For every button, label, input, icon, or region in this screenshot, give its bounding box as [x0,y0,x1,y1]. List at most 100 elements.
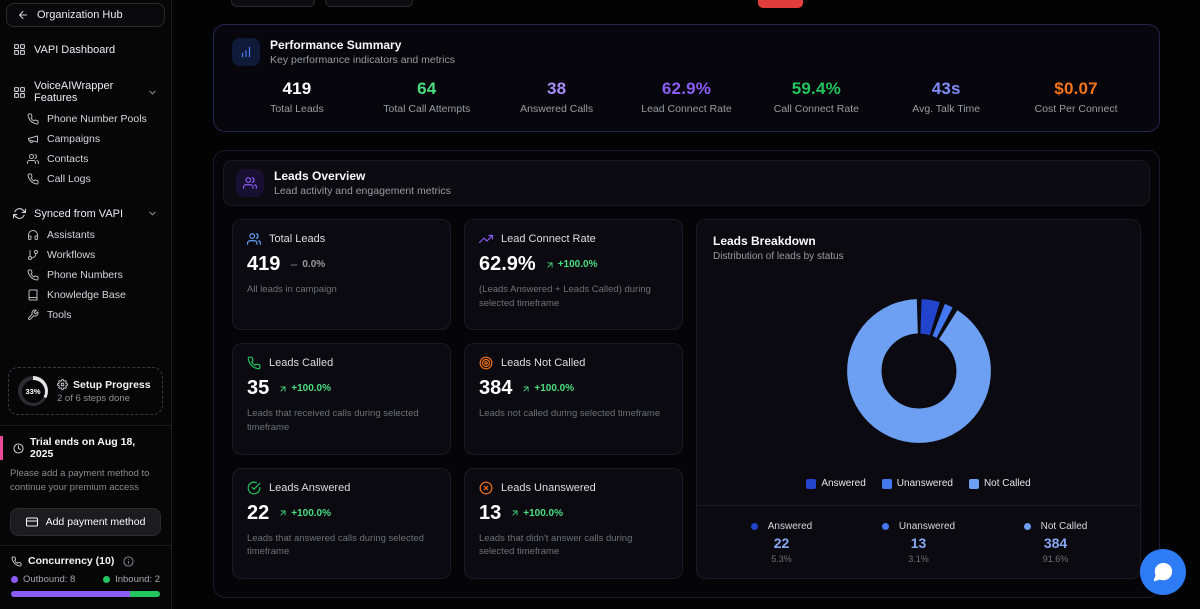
sidebar: Organization Hub VAPI Dashboard VoiceAIW… [0,0,172,609]
stat-card-leads-unanswered: Leads Unanswered 13 +100.0% Leads that d… [464,467,683,579]
concurrency-bar [11,591,160,597]
sidebar-item-assistants[interactable]: Assistants [0,225,171,245]
section-label: Synced from VAPI [34,207,124,220]
credit-card-icon [25,516,38,528]
inbound-bar [130,591,160,597]
stat-card-lead-connect-rate: Lead Connect Rate 62.9% +100.0% (Leads A… [464,219,683,331]
chat-bubble-icon [1152,561,1174,583]
sidebar-item-call-logs[interactable]: Call Logs [0,169,171,189]
stat-title: Lead Connect Rate [501,233,596,245]
refresh-icon [13,207,26,220]
performance-summary-subtitle: Key performance indicators and metrics [270,54,455,66]
metric-call-connect-rate: 59.4% Call Connect Rate [773,79,859,115]
section-header-features[interactable]: VoiceAIWrapper Features [0,75,171,109]
section-header-synced[interactable]: Synced from VAPI [0,202,171,225]
section-label: VoiceAIWrapper Features [34,80,114,104]
setup-progress-percent: 33% [21,379,45,403]
change-badge: +100.0% [278,383,331,394]
nav-label: VAPI Dashboard [34,43,116,56]
trend-icon [545,260,555,270]
info-icon[interactable] [123,555,134,567]
chat-widget-button[interactable] [1140,549,1186,595]
stat-dot [1023,523,1031,530]
stat-title: Leads Called [269,357,334,370]
header-stop-button-fragment[interactable] [758,0,803,8]
sidebar-bottom: 33% Setup Progress 2 of 6 steps done Tri… [0,367,171,609]
outbound-dot [11,576,18,583]
change-badge: 0.0% [289,259,325,270]
branch-icon [27,249,39,261]
legend-not-called: Not Called [968,478,1031,489]
leads-overview-subtitle: Lead activity and engagement metrics [274,185,451,197]
nav-label: Tools [47,309,72,321]
concurrency-title: Concurrency (10) [28,555,115,567]
trend-icon [278,508,288,518]
setup-progress-widget[interactable]: 33% Setup Progress 2 of 6 steps done [8,367,163,416]
target-icon [479,356,493,370]
back-to-organization-hub[interactable]: Organization Hub [6,3,165,27]
phone-icon [27,113,39,125]
stat-card-total-leads: Total Leads 419 0.0% All leads in campai… [232,219,451,331]
concurrency-widget: Concurrency (10) Outbound: 8 Inbound: 2 [0,545,171,609]
breakdown-stat-not-called: Not Called 384 91.6% [987,521,1124,564]
leads-overview-card: Leads Overview Lead activity and engagem… [213,150,1160,598]
clock-icon [13,443,24,454]
add-payment-method-button[interactable]: Add payment method [10,508,161,536]
metric-total-leads: 419 Total Leads [270,79,324,115]
sidebar-item-contacts[interactable]: Contacts [0,149,171,169]
sidebar-item-vapi-dashboard[interactable]: VAPI Dashboard [0,37,171,62]
change-badge: +100.0% [545,259,597,270]
legend-swatch [806,478,817,489]
sidebar-item-campaigns[interactable]: Campaigns [0,129,171,149]
metric-avg-talk-time: 43s Avg. Talk Time [912,79,981,115]
stat-title: Leads Unanswered [501,481,596,494]
performance-summary-card: Performance Summary Key performance indi… [213,24,1160,132]
stat-value: 35 [247,377,270,400]
breakdown-stat-answered: Answered 22 5.3% [713,521,850,564]
stat-value: 13 [479,501,502,524]
stat-description: Leads that didn't answer calls during se… [479,532,633,558]
stat-description: All leads in campaign [247,284,337,295]
sidebar-item-tools[interactable]: Tools [0,305,171,325]
stat-description: Leads not called during selected timefra… [479,408,661,420]
sidebar-item-knowledge-base[interactable]: Knowledge Base [0,285,171,305]
breakdown-subtitle: Distribution of leads by status [713,251,844,262]
megaphone-icon [27,133,39,145]
metric-cost-per-connect: $0.07 Cost Per Connect [1034,79,1118,115]
inbound-dot [103,576,111,583]
stat-value: 22 [247,501,270,524]
breakdown-title: Leads Breakdown [713,234,816,248]
header-control-fragment[interactable] [231,0,315,7]
stat-title: Leads Not Called [501,357,586,370]
sidebar-item-phone-number-pools[interactable]: Phone Number Pools [0,109,171,129]
legend-swatch [968,478,979,489]
stat-value: 62.9% [479,253,536,275]
setup-progress-title: Setup Progress [73,378,151,391]
sidebar-item-workflows[interactable]: Workflows [0,245,171,265]
check-circle-icon [247,481,261,495]
stat-card-leads-called: Leads Called 35 +100.0% Leads that recei… [232,343,451,455]
sidebar-section-synced: Synced from VAPI Assistants Workflows Ph… [0,202,171,325]
arrow-left-icon [17,9,29,21]
stat-description: Leads that received calls during selecte… [247,408,419,434]
leads-overview-title: Leads Overview [274,169,366,183]
metric-total-call-attempts: 64 Total Call Attempts [383,79,471,115]
trend-icon [521,384,531,394]
donut-legend: Answered Unanswered Not Called [713,478,1124,489]
x-circle-icon [479,481,493,495]
org-hub-label: Organization Hub [37,9,123,21]
trial-description: Please add a payment method to continue … [10,468,150,494]
headset-icon [27,229,39,241]
nav-label: Workflows [47,249,96,261]
users-icon [27,153,39,165]
stat-value: 384 [479,377,513,400]
chevron-down-icon [147,208,158,219]
sidebar-item-phone-numbers[interactable]: Phone Numbers [0,265,171,285]
performance-summary-title: Performance Summary [270,38,402,52]
trial-notice: Trial ends on Aug 18, 2025 Please add a … [0,425,171,499]
sidebar-section-features: VoiceAIWrapper Features Phone Number Poo… [0,75,171,189]
main-content: Performance Summary Key performance indi… [172,0,1200,609]
grid-icon [13,43,26,56]
header-control-fragment[interactable] [325,0,413,7]
metric-answered-calls: 38 Answered Calls [520,79,594,115]
